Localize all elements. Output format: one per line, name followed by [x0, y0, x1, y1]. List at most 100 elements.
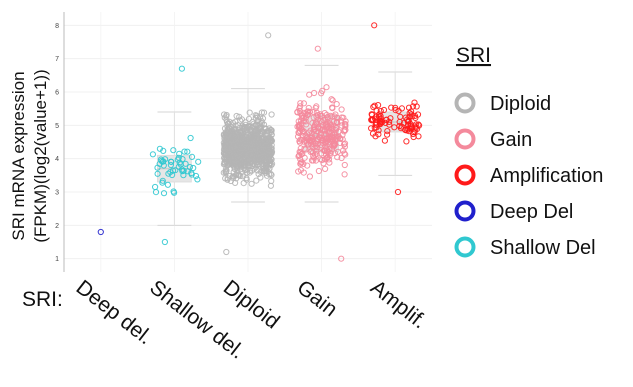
data-point — [412, 123, 419, 130]
data-point — [159, 158, 166, 165]
data-point — [161, 238, 168, 246]
data-point — [243, 176, 250, 183]
data-point — [224, 144, 231, 151]
data-point — [243, 144, 250, 151]
data-point — [188, 171, 195, 178]
data-point — [324, 115, 331, 122]
y-axis-label-line2: (FPKM)(log2(value+1)) — [31, 69, 50, 242]
data-point — [341, 128, 348, 135]
data-point — [375, 102, 382, 109]
data-point — [323, 138, 330, 145]
data-point — [333, 101, 340, 108]
data-point — [373, 107, 380, 114]
data-point — [383, 116, 390, 124]
y-tick-label: 3 — [55, 190, 59, 197]
data-point — [335, 133, 342, 140]
data-point — [313, 151, 320, 158]
data-point — [238, 155, 245, 162]
data-point — [176, 150, 183, 157]
data-point — [268, 171, 275, 179]
data-point — [371, 102, 378, 109]
data-point — [372, 121, 379, 128]
data-point — [248, 180, 255, 187]
data-point — [231, 157, 238, 164]
data-point — [398, 105, 405, 112]
data-point — [328, 96, 335, 103]
data-point — [234, 143, 241, 150]
data-point — [394, 188, 402, 196]
data-point — [310, 157, 317, 164]
data-point — [262, 164, 269, 171]
data-point — [170, 188, 177, 195]
y-tick-label: 7 — [55, 56, 59, 63]
data-point — [238, 142, 245, 149]
data-point — [253, 130, 260, 137]
data-point — [262, 170, 269, 177]
x-tick-labels: Deep del.Shallow del.Diploid Gain Amplif. — [72, 276, 431, 364]
data-point — [311, 132, 318, 139]
y-tick-label: 2 — [55, 223, 59, 230]
data-point — [265, 32, 272, 39]
data-point — [329, 97, 336, 104]
data-point — [313, 109, 320, 116]
data-point — [304, 108, 311, 115]
data-point — [311, 122, 318, 129]
data-point — [306, 173, 313, 180]
data-point — [341, 150, 348, 157]
data-point — [227, 145, 234, 152]
data-point — [380, 106, 388, 114]
data-point — [253, 177, 260, 184]
data-point — [330, 142, 337, 149]
data-point — [149, 151, 156, 158]
data-point — [402, 127, 409, 134]
data-point — [258, 118, 265, 125]
data-point — [342, 126, 349, 134]
data-point — [228, 157, 235, 164]
y-tick-label: 4 — [55, 156, 59, 163]
data-point — [97, 228, 104, 236]
data-point — [387, 115, 394, 122]
data-point — [192, 172, 200, 180]
data-point — [168, 158, 175, 165]
data-point — [160, 190, 168, 197]
data-point — [237, 166, 244, 173]
data-point — [405, 118, 412, 125]
data-point — [226, 138, 233, 145]
data-point — [252, 133, 259, 140]
data-point — [410, 130, 417, 138]
data-point — [377, 107, 384, 115]
data-point — [244, 131, 251, 138]
data-point — [339, 131, 346, 138]
legend-label: Deep Del — [490, 201, 573, 223]
data-point — [297, 100, 304, 107]
legend-swatch — [454, 164, 476, 186]
data-point — [408, 111, 415, 118]
legend-swatch — [454, 200, 476, 222]
data-point — [326, 159, 333, 166]
y-tick-label: 5 — [55, 123, 59, 130]
data-point — [341, 143, 348, 150]
data-point — [268, 111, 275, 118]
data-point — [369, 117, 376, 124]
data-point — [329, 125, 336, 132]
data-point — [260, 152, 267, 159]
legend: SRI Diploid Gain Amplification Deep Del Shal… — [454, 44, 603, 259]
data-point — [233, 112, 240, 120]
x-tick-label: Amplif. — [366, 276, 431, 334]
data-point — [253, 164, 260, 171]
y-tick-label: 1 — [55, 256, 59, 263]
data-point — [386, 121, 393, 128]
data-point — [187, 134, 194, 142]
legend-swatch — [454, 128, 476, 150]
data-point — [154, 170, 161, 177]
data-point — [338, 154, 345, 162]
data-point — [237, 172, 244, 180]
data-point — [300, 169, 307, 176]
data-point — [413, 103, 420, 110]
data-point — [246, 109, 253, 116]
data-point — [154, 164, 161, 171]
data-point — [336, 139, 344, 146]
data-point — [323, 121, 331, 128]
data-point — [223, 118, 231, 126]
data-point — [222, 150, 229, 158]
